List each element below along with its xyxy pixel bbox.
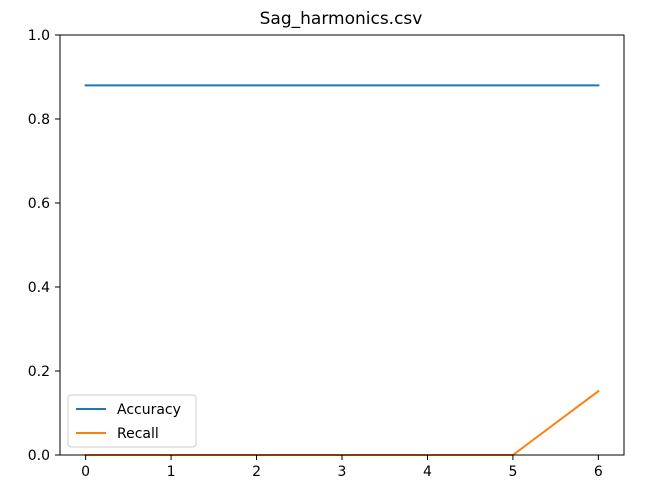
chart-title: Sag_harmonics.csv	[260, 9, 423, 29]
y-tick-label: 0.8	[28, 112, 50, 128]
y-tick-label: 0.0	[28, 448, 50, 464]
x-tick-label: 5	[508, 464, 517, 480]
legend-label-accuracy: Accuracy	[117, 402, 181, 418]
x-tick-label: 3	[338, 464, 347, 480]
x-tick-label: 4	[423, 464, 432, 480]
x-tick-label: 6	[594, 464, 603, 480]
y-tick-label: 0.6	[28, 196, 50, 212]
plot-area-frame	[59, 34, 625, 456]
legend-label-recall: Recall	[117, 426, 159, 442]
y-tick-label: 1.0	[28, 28, 50, 44]
y-axis-ticks: 0.0 0.2 0.4 0.6 0.8 1.0	[28, 28, 60, 464]
x-tick-label: 0	[81, 464, 90, 480]
x-tick-label: 2	[252, 464, 261, 480]
y-tick-label: 0.2	[28, 364, 50, 380]
y-tick-label: 0.4	[28, 280, 50, 296]
legend: Accuracy Recall	[67, 394, 197, 448]
x-axis-ticks: 0 1 2 3 4 5 6	[81, 455, 603, 480]
x-tick-label: 1	[167, 464, 176, 480]
